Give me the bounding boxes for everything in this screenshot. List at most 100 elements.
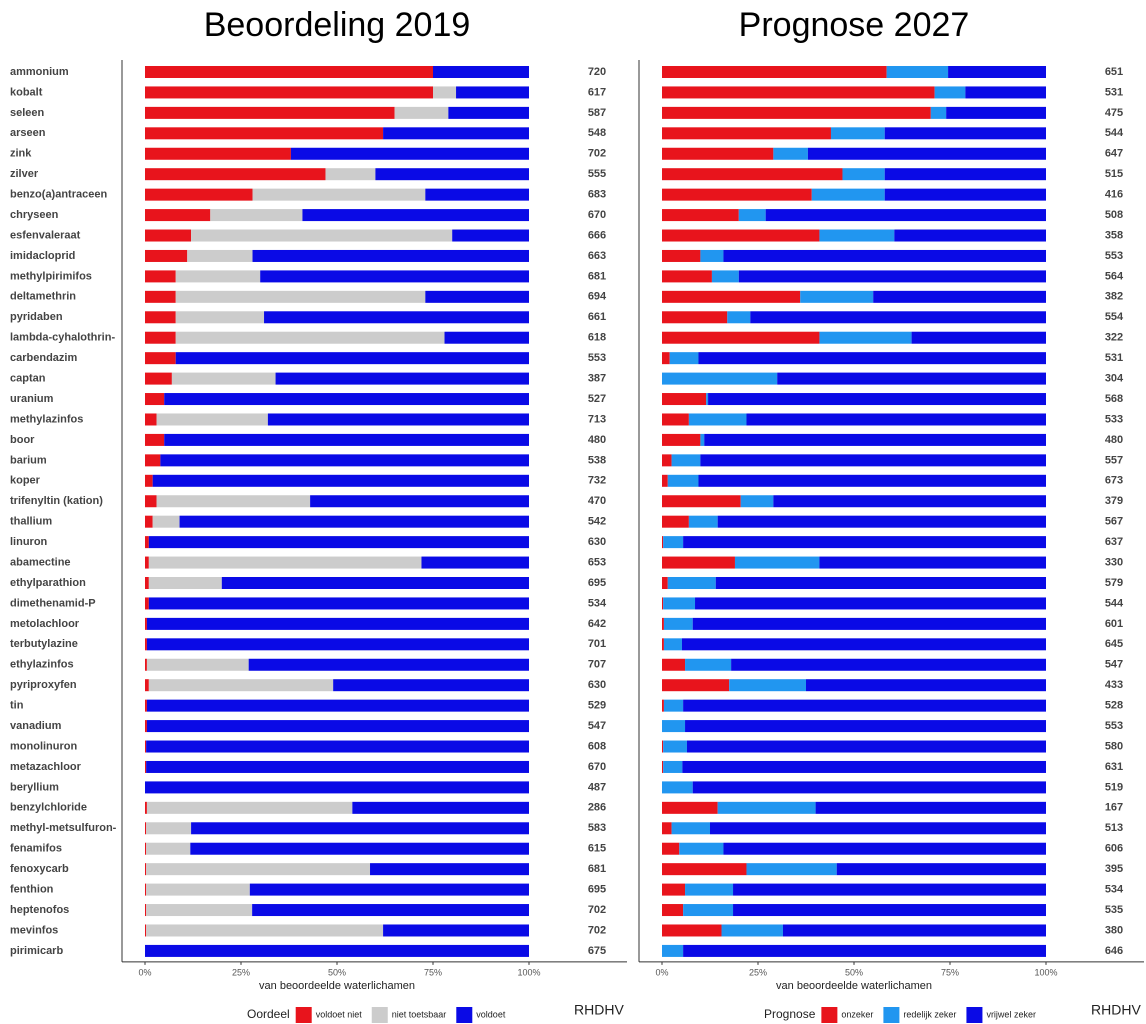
count-label: 513 xyxy=(1105,822,1123,834)
count-label: 167 xyxy=(1105,802,1123,814)
bar-segment xyxy=(433,86,457,99)
bar-segment xyxy=(708,393,1046,406)
count-label: 670 xyxy=(588,761,606,773)
category-label: ammonium xyxy=(10,66,69,78)
category-label: abamectine xyxy=(10,556,71,568)
bar-segment xyxy=(662,944,684,957)
bar-segment xyxy=(252,249,529,262)
bar-segment xyxy=(146,904,253,917)
bar-segment xyxy=(731,658,1046,671)
bar-segment xyxy=(698,352,1046,365)
count-label: 637 xyxy=(1105,536,1123,548)
bar-segment xyxy=(164,393,529,406)
count-label: 683 xyxy=(588,189,606,201)
bar-segment xyxy=(370,863,529,876)
bar-segment xyxy=(145,249,188,262)
bar-segment xyxy=(662,433,701,446)
bar-segment xyxy=(711,270,739,283)
bar-segment xyxy=(662,188,812,201)
x-tick-label: 100% xyxy=(1034,967,1057,977)
count-label: 531 xyxy=(1105,352,1123,364)
bar-segment xyxy=(746,863,837,876)
bar-segment xyxy=(836,863,1046,876)
bar-segment xyxy=(884,127,1046,140)
count-label: 608 xyxy=(588,740,606,752)
count-label: 702 xyxy=(588,148,606,160)
bar-segment xyxy=(669,352,699,365)
bar-segment xyxy=(191,229,453,242)
count-label: 568 xyxy=(1105,393,1123,405)
bar-segment xyxy=(662,454,672,467)
category-label: beryllium xyxy=(10,781,59,793)
bar-segment xyxy=(663,536,684,549)
bar-segment xyxy=(156,495,311,508)
bar-segment xyxy=(667,577,716,589)
category-label: mevinfos xyxy=(10,924,58,936)
bar-segment xyxy=(456,86,529,99)
bar-segment xyxy=(145,638,147,651)
category-label: imidacloprid xyxy=(10,250,75,262)
category-label: trifenyltin (kation) xyxy=(10,495,103,507)
bar-segment xyxy=(686,740,1046,753)
bar-segment xyxy=(815,801,1046,814)
count-label: 515 xyxy=(1105,168,1123,180)
bar-segment xyxy=(695,597,1046,610)
count-label: 542 xyxy=(588,516,606,528)
bar-segment xyxy=(662,474,668,487)
count-label: 675 xyxy=(588,945,606,957)
bar-segment xyxy=(773,495,1046,508)
count-label: 580 xyxy=(1105,740,1123,752)
category-label: esfenvaleraat xyxy=(10,229,81,241)
bar-segment xyxy=(662,290,801,303)
bar-segment xyxy=(773,147,808,160)
category-label: linuron xyxy=(10,536,48,548)
bar-segment xyxy=(738,209,766,222)
bar-segment xyxy=(700,433,705,446)
bar-segment xyxy=(819,229,895,242)
bar-segment xyxy=(819,331,912,344)
count-label: 480 xyxy=(588,434,606,446)
category-label: deltamethrin xyxy=(10,291,76,303)
bar-segment xyxy=(152,515,180,528)
bar-segment xyxy=(145,679,149,692)
category-label: chryseen xyxy=(10,209,59,221)
bar-segment xyxy=(248,658,529,671)
bar-segment xyxy=(252,904,530,917)
bar-segment xyxy=(663,617,693,630)
bar-segment xyxy=(175,331,445,344)
bar-segment xyxy=(733,904,1046,917)
bar-segment xyxy=(700,454,1046,467)
category-label: methyl-metsulfuron- xyxy=(10,822,117,834)
bar-segment xyxy=(727,311,751,324)
bar-segment xyxy=(662,270,712,283)
bar-segment xyxy=(175,352,529,365)
bar-segment xyxy=(145,454,161,467)
bar-segment xyxy=(175,270,261,283)
bar-segment xyxy=(663,597,696,610)
bar-segment xyxy=(663,760,683,773)
x-tick-label: 0% xyxy=(138,967,151,977)
bar-segment xyxy=(175,311,265,324)
count-label: 487 xyxy=(588,781,606,793)
bar-segment xyxy=(729,679,806,692)
x-axis-label: van beoordeelde waterlichamen xyxy=(776,980,932,992)
category-label: pirimicarb xyxy=(10,945,63,957)
bar-segment xyxy=(685,883,734,896)
bar-segment xyxy=(662,209,739,222)
x-tick-label: 25% xyxy=(749,967,767,977)
bar-segment xyxy=(746,413,1046,426)
count-label: 645 xyxy=(1105,638,1123,650)
category-label: heptenofos xyxy=(10,904,69,916)
bar-segment xyxy=(146,842,191,855)
count-label: 661 xyxy=(588,311,606,323)
bar-segment xyxy=(275,372,529,385)
category-label: methylazinfos xyxy=(10,413,83,425)
count-label: 330 xyxy=(1105,556,1123,568)
bar-segment xyxy=(145,352,176,365)
bar-segment xyxy=(663,638,682,651)
category-label: lambda-cyhalothrin- xyxy=(10,332,115,344)
bar-segment xyxy=(145,86,433,99)
bar-segment xyxy=(710,822,1046,835)
bar-segment xyxy=(662,495,741,508)
bar-segment xyxy=(145,372,172,385)
